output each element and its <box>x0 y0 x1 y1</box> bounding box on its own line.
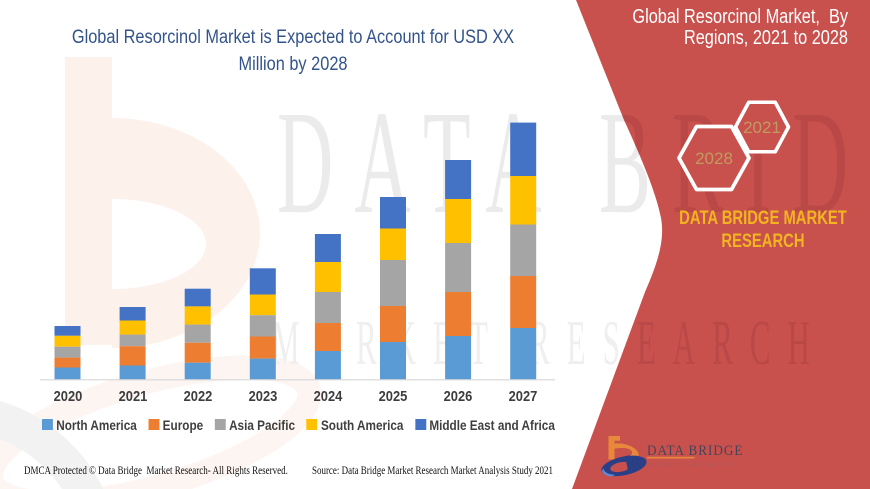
svg-text:MARKET RESEARCH: MARKET RESEARCH <box>648 461 746 468</box>
svg-text:MARKET RESEARCH: MARKET RESEARCH <box>272 307 827 378</box>
svg-text:2021: 2021 <box>743 118 781 137</box>
svg-text:DATA BRIDGE: DATA BRIDGE <box>647 442 743 459</box>
svg-text:2028: 2028 <box>695 149 733 168</box>
